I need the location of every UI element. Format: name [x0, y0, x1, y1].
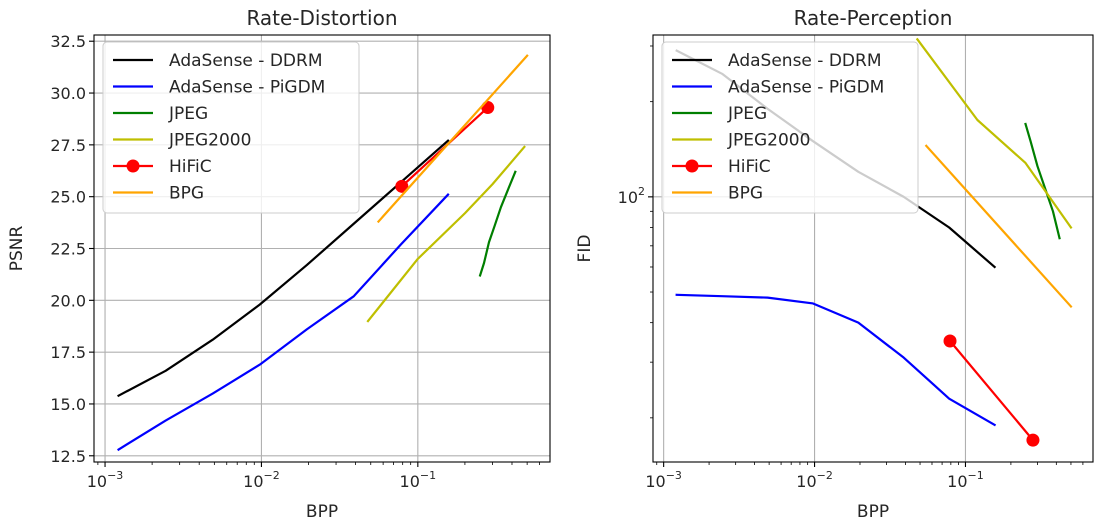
y-tick-label: 30.0 — [50, 84, 86, 103]
y-axis-label: FID — [575, 235, 595, 263]
legend-label: AdaSense - DDRM — [728, 51, 881, 71]
legend-marker-hific — [126, 159, 140, 173]
series-line-bpg — [924, 144, 1073, 309]
legend-label: JPEG2000 — [168, 131, 251, 151]
series-line-jpeg — [1024, 122, 1061, 240]
y-tick-label: 15.0 — [50, 395, 86, 414]
series-line-jpeg2000 — [915, 37, 1073, 230]
series-line-adasense-ddrm — [117, 139, 450, 398]
data-point-hific — [481, 101, 495, 115]
series-line-adasense-pigdm — [675, 293, 997, 427]
y-tick-label: 27.5 — [50, 136, 86, 155]
y-axis-label: PSNR — [7, 226, 27, 272]
rate-perception-panel: 10−3 10−2 10−1 102 Rate-Perception BPP FID AdaS… — [575, 6, 1094, 522]
rate-distortion-panel: 10−3 10−2 10−1 12.5 15.0 17.5 20.0 22.5 25.0 27.5… — [7, 6, 551, 522]
legend-label: JPEG — [168, 104, 208, 124]
series-line-jpeg — [478, 170, 517, 277]
y-tick-label: 12.5 — [50, 447, 86, 466]
legend: AdaSense - DDRM AdaSense - PiGDM JPEG JPEG2… — [661, 41, 919, 214]
y-tick-label: 22.5 — [50, 240, 86, 259]
chart-title: Rate-Perception — [794, 6, 953, 30]
legend-box — [102, 41, 360, 214]
legend-marker-hific — [685, 159, 699, 173]
x-tick-label: 10−3 — [87, 469, 124, 491]
series-line-adasense-pigdm — [117, 193, 450, 452]
data-point-hific — [395, 179, 409, 193]
x-tick-label: 10−2 — [796, 469, 833, 491]
legend-label: HiFiC — [728, 157, 771, 177]
y-tick-label: 32.5 — [50, 32, 86, 51]
legend-box — [661, 41, 919, 214]
plot-frame — [652, 34, 1094, 463]
legend-label: AdaSense - DDRM — [169, 51, 322, 71]
series-line-hific — [948, 339, 1035, 442]
x-tick-label: 10−1 — [400, 469, 437, 491]
legend-label: HiFiC — [169, 157, 212, 177]
legend-label: BPG — [728, 184, 763, 204]
legend-label: JPEG2000 — [727, 131, 810, 151]
series-line-bpg — [376, 54, 529, 224]
x-axis-label: BPP — [857, 502, 889, 522]
y-tick-label: 25.0 — [50, 188, 86, 207]
chart-title: Rate-Distortion — [246, 6, 397, 30]
y-tick-label: 102 — [618, 185, 645, 207]
data-point-hific — [1026, 433, 1040, 447]
x-tick-label: 10−2 — [243, 469, 280, 491]
legend: AdaSense - DDRM AdaSense - PiGDM JPEG JPEG2… — [102, 41, 360, 214]
series-line-jpeg2000 — [366, 145, 526, 323]
x-tick-label: 10−3 — [645, 469, 682, 491]
legend-label: BPG — [169, 184, 204, 204]
legend-label: AdaSense - PiGDM — [728, 78, 884, 98]
x-axis-label: BPP — [306, 502, 338, 522]
y-tick-label: 17.5 — [50, 343, 86, 362]
legend-label: JPEG — [727, 104, 767, 124]
legend-label: AdaSense - PiGDM — [169, 78, 325, 98]
data-point-hific — [943, 334, 957, 348]
y-tick-label: 20.0 — [50, 291, 86, 310]
x-tick-label: 10−1 — [947, 469, 984, 491]
